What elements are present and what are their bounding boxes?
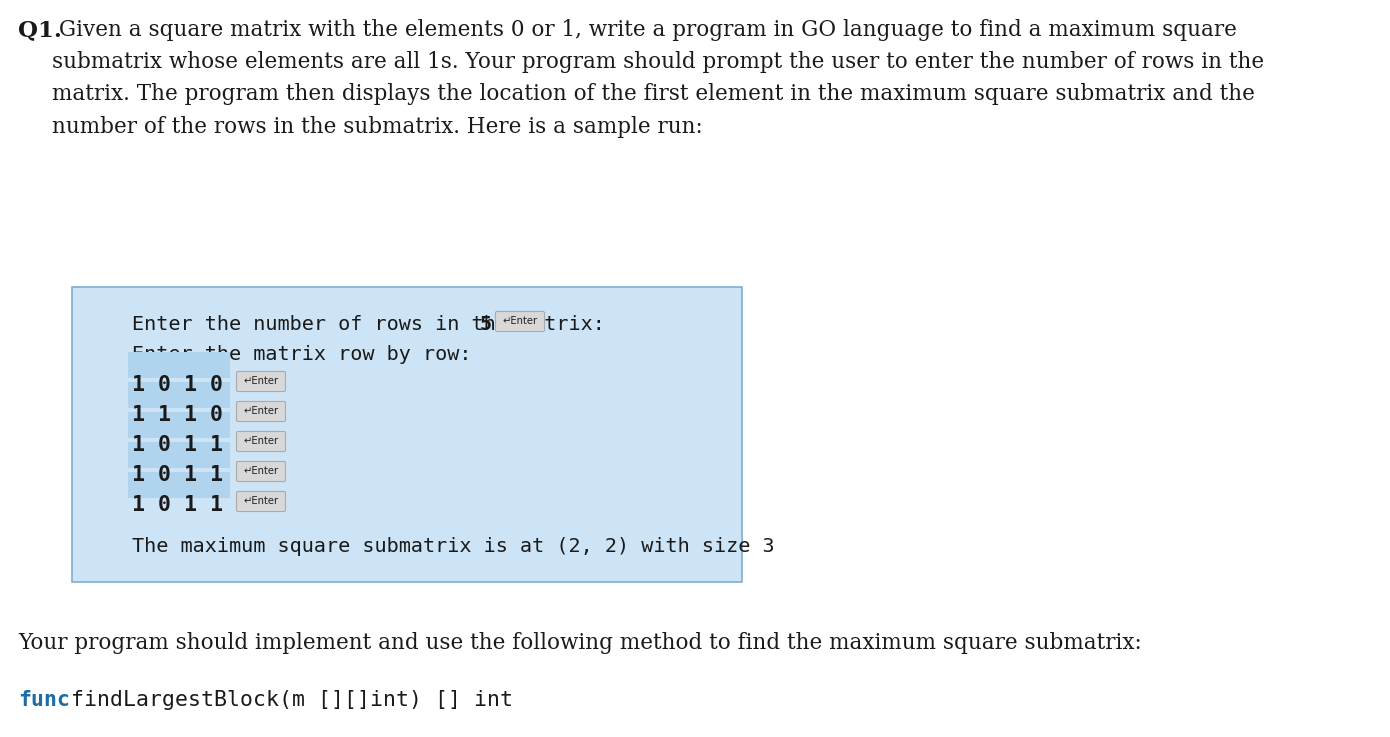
Text: ↵Enter: ↵Enter [243, 436, 278, 445]
FancyBboxPatch shape [72, 287, 742, 582]
FancyBboxPatch shape [128, 352, 229, 378]
Text: 1 0 1 1 1: 1 0 1 1 1 [132, 435, 249, 455]
Text: func: func [18, 690, 70, 710]
FancyBboxPatch shape [128, 382, 229, 408]
FancyBboxPatch shape [236, 402, 285, 422]
Text: ↵Enter: ↵Enter [243, 495, 278, 506]
Text: 5: 5 [480, 315, 492, 334]
Text: 1 0 1 1 1: 1 0 1 1 1 [132, 465, 249, 485]
Text: 1 0 1 1 1: 1 0 1 1 1 [132, 495, 249, 515]
Text: ↵Enter: ↵Enter [243, 405, 278, 416]
FancyBboxPatch shape [236, 461, 285, 481]
FancyBboxPatch shape [495, 312, 545, 332]
Text: Given a square matrix with the elements 0 or 1, write a program in GO language t: Given a square matrix with the elements … [51, 19, 1264, 138]
Text: 1 0 1 0 1: 1 0 1 0 1 [132, 375, 249, 395]
Text: ↵Enter: ↵Enter [243, 375, 278, 385]
Text: Enter the number of rows in the matrix:: Enter the number of rows in the matrix: [132, 315, 617, 334]
Text: ↵Enter: ↵Enter [243, 466, 278, 475]
FancyBboxPatch shape [128, 472, 229, 498]
Text: Your program should implement and use the following method to find the maximum s: Your program should implement and use th… [18, 632, 1141, 654]
Text: findLargestBlock(m [][]int) [] int: findLargestBlock(m [][]int) [] int [58, 690, 513, 710]
Text: The maximum square submatrix is at (2, 2) with size 3: The maximum square submatrix is at (2, 2… [132, 537, 774, 556]
Text: Q1.: Q1. [18, 19, 63, 41]
FancyBboxPatch shape [236, 492, 285, 511]
Text: 1 1 1 0 1: 1 1 1 0 1 [132, 405, 249, 425]
Text: Enter the matrix row by row:: Enter the matrix row by row: [132, 345, 471, 364]
FancyBboxPatch shape [236, 371, 285, 391]
FancyBboxPatch shape [128, 412, 229, 438]
FancyBboxPatch shape [128, 442, 229, 468]
FancyBboxPatch shape [236, 431, 285, 452]
Text: ↵Enter: ↵Enter [502, 315, 538, 326]
